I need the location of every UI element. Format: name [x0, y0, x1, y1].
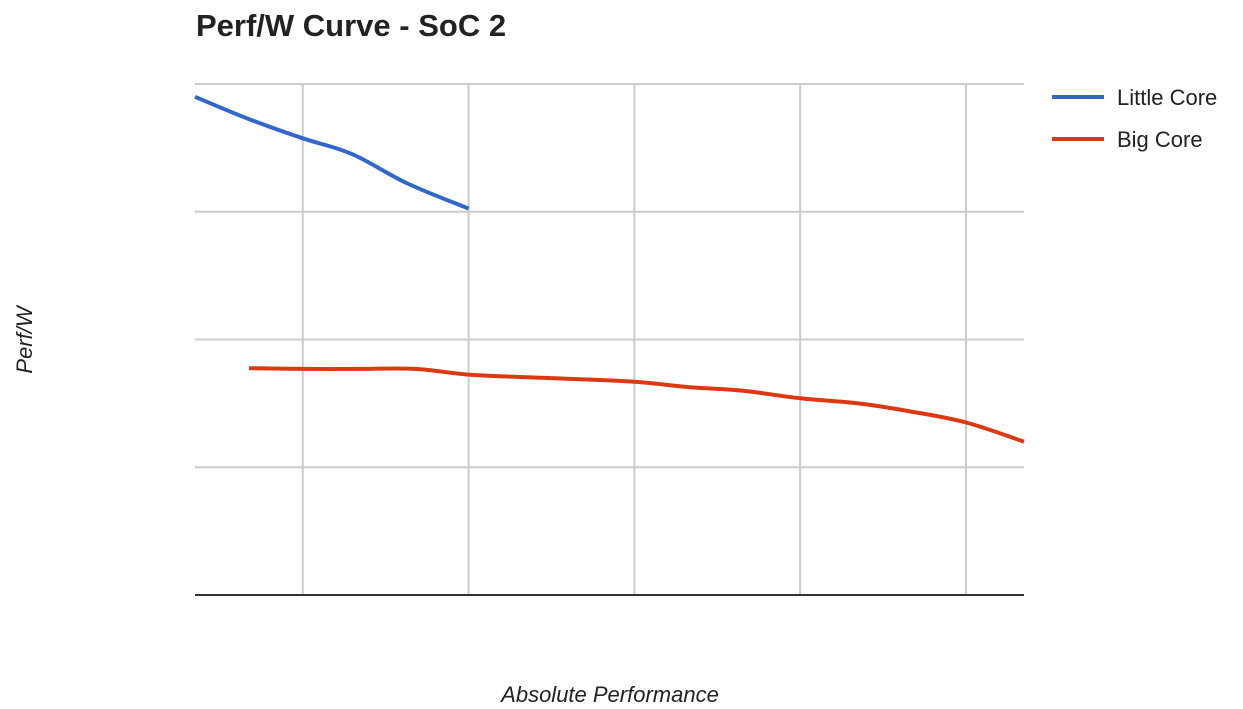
legend: Little Core Big Core: [1052, 85, 1217, 152]
chart-title: Perf/W Curve - SoC 2: [196, 8, 506, 43]
series-line-little-core: [194, 94, 470, 211]
gridlines: [195, 83, 1024, 595]
legend-label-big-core: Big Core: [1117, 127, 1203, 152]
series-line-big-core: [248, 366, 1025, 444]
x-axis-title: Absolute Performance: [499, 682, 719, 707]
y-axis-title: Perf/W: [12, 304, 37, 373]
series-lines: [194, 94, 1025, 444]
legend-label-little-core: Little Core: [1117, 85, 1217, 110]
